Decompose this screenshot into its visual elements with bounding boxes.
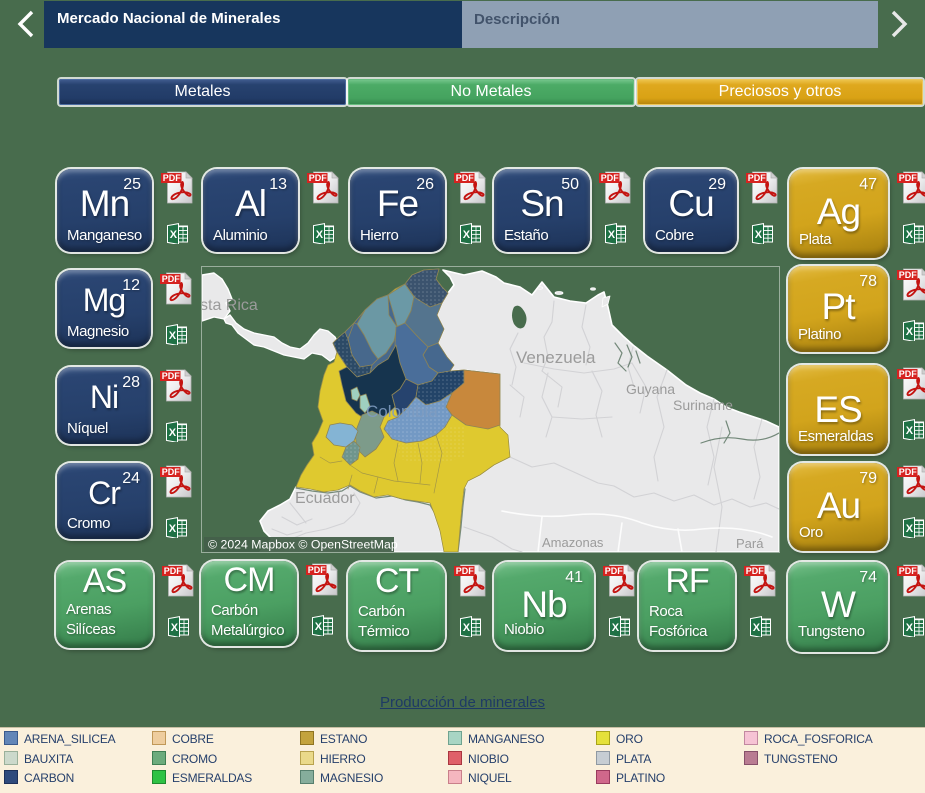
svg-text:Amazonas: Amazonas <box>542 535 604 550</box>
svg-text:Colombia: Colombia <box>366 402 438 421</box>
svg-text:Guyana: Guyana <box>626 381 675 397</box>
svg-text:Ecuador: Ecuador <box>295 490 355 507</box>
svg-text:Suriname: Suriname <box>673 397 733 413</box>
svg-text:sta Rica: sta Rica <box>202 297 258 314</box>
svg-text:© 2024 Mapbox © OpenStreetMap: © 2024 Mapbox © OpenStreetMap <box>208 538 398 552</box>
svg-text:Venezuela: Venezuela <box>516 348 596 367</box>
svg-text:Pará: Pará <box>736 536 764 551</box>
